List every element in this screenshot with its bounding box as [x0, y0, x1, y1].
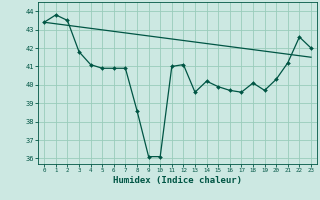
X-axis label: Humidex (Indice chaleur): Humidex (Indice chaleur) [113, 176, 242, 185]
